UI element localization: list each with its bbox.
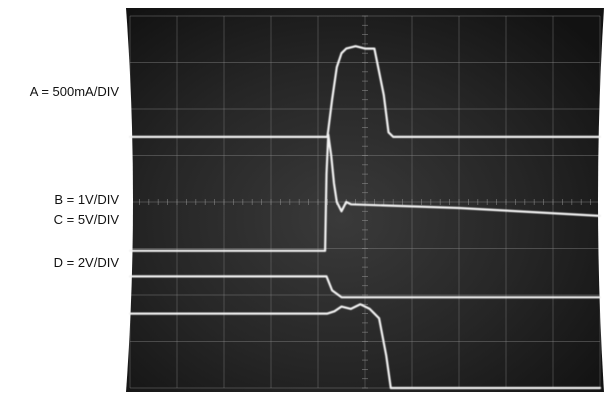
oscilloscope-screen [126,8,604,392]
channel-label-d: D = 2V/DIV [53,255,119,270]
graticule-grid [126,8,604,392]
channel-label-b: B = 1V/DIV [54,192,119,207]
trace-c [128,275,602,299]
channel-label-a: A = 500mA/DIV [29,84,119,99]
bezel-left [126,8,133,392]
bezel-right [598,8,604,392]
trace-b [128,133,602,252]
channel-label-c: C = 5V/DIV [53,212,119,227]
trace-a [128,45,602,138]
trace-d [128,303,602,390]
traces [128,45,602,390]
